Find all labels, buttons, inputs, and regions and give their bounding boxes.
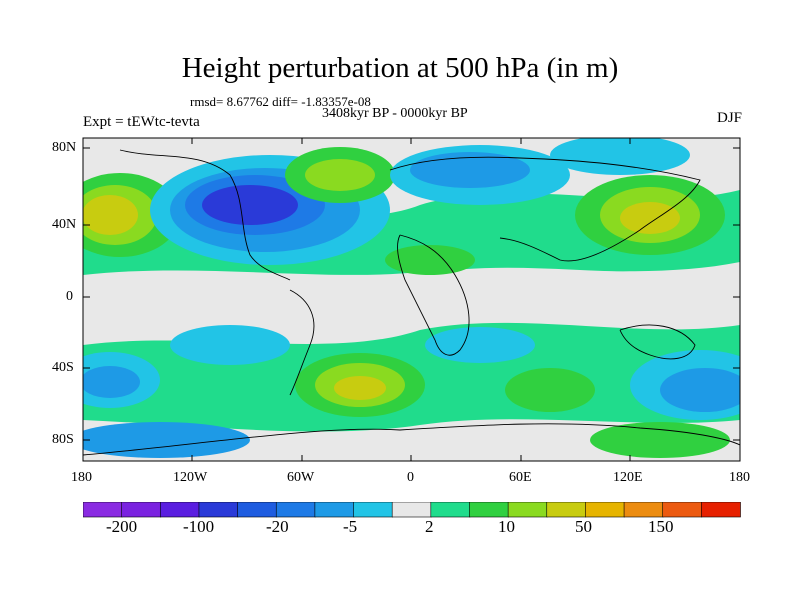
contour-fill: [83, 366, 140, 398]
lon-label: 120E: [613, 470, 643, 485]
colorbar-label: 150: [648, 517, 674, 536]
lat-label: 80S: [52, 432, 74, 447]
colorbar-label: -20: [266, 517, 289, 536]
lat-label: 40S: [52, 360, 74, 375]
lat-label: 40N: [52, 217, 77, 232]
lon-label: 0: [407, 470, 414, 485]
map-title: Height perturbation at 500 hPa (in m): [181, 52, 619, 84]
colorbar-swatch: [701, 502, 741, 518]
colorbar-swatch: [507, 502, 548, 518]
season-label: DJF: [716, 110, 742, 126]
colorbar-swatch: [198, 502, 239, 518]
contour-fill: [550, 138, 690, 175]
contour-fill: [385, 245, 475, 275]
contour-fill: [505, 368, 595, 412]
experiment-label: Expt = tEWtc-tevta: [83, 114, 200, 130]
colorbar-swatch: [237, 502, 278, 518]
colorbar-swatch: [662, 502, 703, 518]
contour-fill: [305, 159, 375, 191]
colorbar-label: 10: [498, 517, 515, 536]
colorbar: [83, 502, 741, 518]
colorbar-label: -100: [183, 517, 215, 536]
contour-fill: [620, 202, 680, 234]
lon-label: 180: [71, 470, 92, 485]
colorbar-label: 50: [575, 517, 592, 536]
colorbar-swatch: [430, 502, 471, 518]
colorbar-swatch: [623, 502, 664, 518]
colorbar-swatch: [585, 502, 625, 518]
contour-fill: [83, 422, 250, 458]
contour-fill: [425, 327, 535, 363]
coastlines: [83, 149, 740, 456]
colorbar-swatch: [391, 502, 432, 518]
contour-fill: [170, 325, 290, 365]
lon-label: 60E: [509, 470, 532, 485]
contour-fill: [410, 152, 530, 188]
colorbar-label: -5: [343, 517, 358, 536]
colorbar-label: 2: [425, 517, 434, 536]
contour-fill: [334, 376, 386, 400]
lon-label: 180: [729, 470, 750, 485]
colorbar-swatch: [121, 502, 162, 518]
colorbar-swatch: [83, 502, 123, 518]
contour-fill: [590, 422, 730, 458]
colorbar-swatch: [546, 502, 587, 518]
colorbar-swatch: [275, 502, 316, 518]
contour-fill: [83, 195, 138, 235]
contour-fill: [660, 368, 740, 412]
axis-ticks: [83, 138, 740, 461]
colorbar-label: -200: [106, 517, 138, 536]
stats-text: rmsd= 8.67762 diff= -1.83357e-08: [190, 94, 371, 109]
colorbar-swatch: [353, 502, 393, 518]
lon-label: 60W: [287, 470, 315, 485]
contour-fill: [83, 262, 740, 331]
colorbar-swatch: [469, 502, 509, 518]
colorbar-swatch: [159, 502, 200, 518]
contour-fill: [202, 185, 298, 225]
lat-label: 80N: [52, 140, 77, 155]
lat-label: 0: [66, 289, 73, 304]
period-text: 3408kyr BP - 0000kyr BP: [322, 106, 468, 121]
lon-label: 120W: [173, 470, 208, 485]
colorbar-swatch: [314, 502, 355, 518]
